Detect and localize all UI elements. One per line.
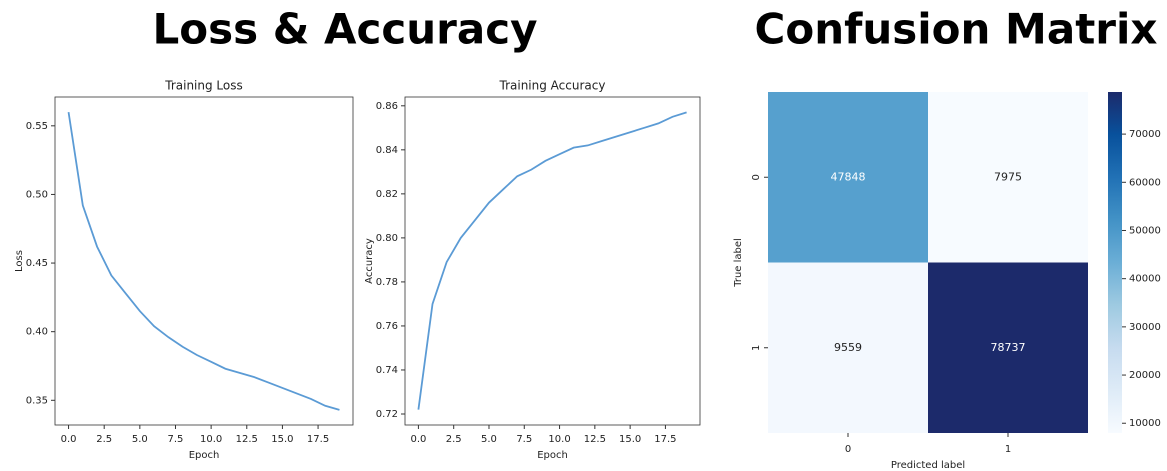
heatmap-cell: [928, 262, 1088, 433]
x-axis-label: Epoch: [189, 450, 220, 461]
x-tick-label: 10.0: [200, 434, 222, 445]
y-tick-label: 0: [751, 174, 762, 180]
y-tick-label: 0.78: [376, 277, 398, 288]
heading: Confusion Matrix: [755, 5, 1158, 54]
colorbar-tick-label: 10000: [1129, 418, 1161, 429]
colorbar-tick-label: 50000: [1129, 225, 1161, 236]
y-tick-label: 0.80: [376, 233, 398, 244]
colorbar-tick-label: 70000: [1129, 129, 1161, 140]
colorbar-tick-label: 40000: [1129, 274, 1161, 285]
x-tick-label: 5.0: [481, 434, 497, 445]
x-tick-label: 5.0: [132, 434, 148, 445]
colorbar-tick-label: 30000: [1129, 322, 1161, 333]
x-tick-label: 1: [1005, 444, 1011, 455]
cell-label: 47848: [831, 170, 866, 183]
y-tick-label: 0.40: [26, 327, 48, 338]
y-tick-label: 0.84: [376, 145, 398, 156]
x-tick-label: 12.5: [584, 434, 606, 445]
x-tick-label: 12.5: [236, 434, 258, 445]
x-axis-label: Predicted label: [891, 460, 965, 471]
x-tick-label: 0.0: [410, 434, 426, 445]
y-tick-label: 0.45: [26, 258, 48, 269]
y-tick-label: 0.50: [26, 189, 48, 200]
y-tick-label: 0.82: [376, 189, 398, 200]
x-tick-label: 17.5: [307, 434, 329, 445]
x-tick-label: 15.0: [271, 434, 293, 445]
x-axis-label: Epoch: [537, 450, 568, 461]
y-tick-label: 1: [751, 345, 762, 351]
y-tick-label: 0.76: [376, 321, 398, 332]
cell-label: 9559: [834, 341, 862, 354]
cell-label: 7975: [994, 170, 1022, 183]
y-tick-label: 0.35: [26, 395, 48, 406]
x-tick-label: 0: [845, 444, 851, 455]
heading: Loss & Accuracy: [152, 5, 537, 54]
y-tick-label: 0.72: [376, 409, 398, 420]
x-tick-label: 7.5: [516, 434, 532, 445]
colorbar-tick-label: 60000: [1129, 177, 1161, 188]
colorbar-tick-label: 20000: [1129, 370, 1161, 381]
y-tick-label: 0.74: [376, 365, 398, 376]
plot-frame: [54, 96, 354, 426]
y-axis-label: Loss: [14, 250, 25, 272]
heatmap-cell: [768, 92, 928, 263]
y-axis-label: Accuracy: [364, 238, 375, 284]
heatmap-cell: [768, 262, 928, 433]
cell-label: 78737: [991, 341, 1026, 354]
colorbar: [1108, 92, 1122, 433]
x-tick-label: 10.0: [548, 434, 570, 445]
y-tick-label: 0.86: [376, 101, 398, 112]
x-tick-label: 7.5: [168, 434, 184, 445]
x-tick-label: 2.5: [96, 434, 112, 445]
loss-line: [67, 111, 340, 411]
x-tick-label: 0.0: [61, 434, 77, 445]
chart-title: Training Loss: [164, 79, 242, 93]
y-tick-label: 0.55: [26, 121, 48, 132]
y-axis-label: True label: [733, 238, 744, 288]
chart-title: Training Accuracy: [499, 79, 606, 93]
plot-frame: [404, 96, 701, 426]
heatmap-cell: [928, 92, 1088, 263]
x-tick-label: 2.5: [446, 434, 462, 445]
x-tick-label: 15.0: [619, 434, 641, 445]
x-tick-label: 17.5: [654, 434, 676, 445]
loss-line: [417, 111, 687, 410]
